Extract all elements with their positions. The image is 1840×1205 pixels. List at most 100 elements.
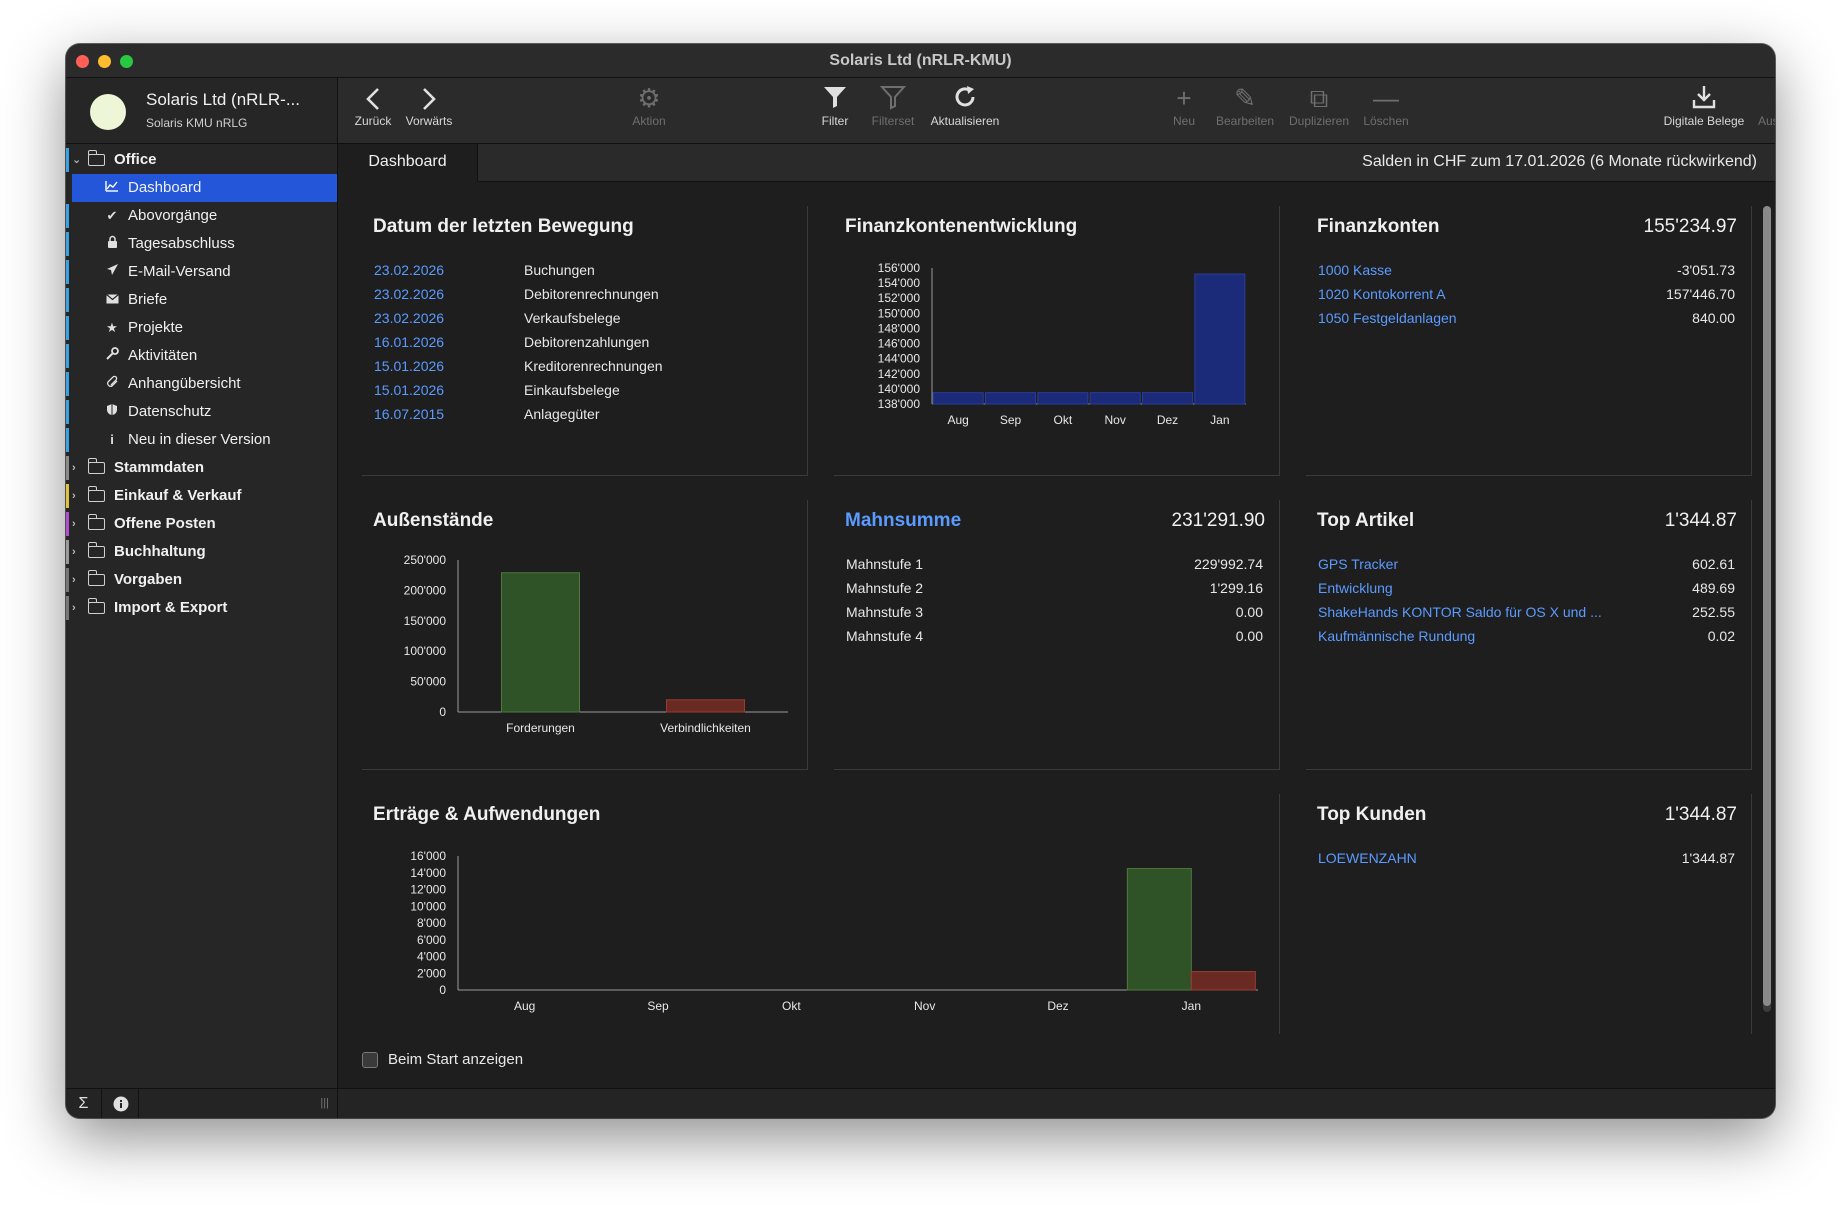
sidebar-item-anhanguebersicht[interactable]: Anhangübersicht (66, 370, 337, 398)
sidebar-item-projekte[interactable]: ★ Projekte (66, 314, 337, 342)
list-item[interactable]: 16.07.2015 Anlagegüter (374, 402, 791, 426)
action-button[interactable]: ⚙ Aktion (626, 78, 672, 144)
item-value: 0.00 (1235, 604, 1263, 620)
article-link[interactable]: Entwicklung (1318, 580, 1393, 596)
account-link[interactable]: 1020 Kontokorrent A (1318, 286, 1446, 302)
chevron-right-icon[interactable]: › (72, 602, 76, 614)
forward-label: Vorwärts (405, 114, 453, 128)
date-link[interactable]: 16.01.2026 (374, 334, 445, 350)
sidebar-group-label: Einkauf & Verkauf (114, 487, 242, 504)
chart-bar (1126, 868, 1192, 991)
list-item[interactable]: 16.01.2026 Debitorenzahlungen (374, 330, 791, 354)
date-link[interactable]: 23.02.2026 (374, 262, 445, 278)
duplicate-button[interactable]: ⧉ Duplizieren (1284, 78, 1354, 144)
customer-link[interactable]: LOEWENZAHN (1318, 850, 1417, 866)
output-button[interactable]: ➦ Ausgeben (1756, 78, 1775, 144)
back-button[interactable]: Zurück (350, 78, 396, 144)
list-item[interactable]: GPS Tracker 602.61 (1318, 552, 1735, 576)
list-item[interactable]: Entwicklung 489.69 (1318, 576, 1735, 600)
item-value: 489.69 (1692, 580, 1735, 596)
maximize-window-button[interactable] (120, 55, 133, 68)
close-window-button[interactable] (76, 55, 89, 68)
sidebar-group-stammdaten[interactable]: › Stammdaten (66, 454, 337, 482)
sigma-icon[interactable]: Σ (66, 1089, 102, 1118)
sidebar-group-offene-posten[interactable]: › Offene Posten (66, 510, 337, 538)
filter-button[interactable]: Filter (815, 78, 855, 144)
edit-button[interactable]: ✎ Bearbeiten (1210, 78, 1280, 144)
y-tick-label: 16'000 (410, 849, 446, 863)
date-link[interactable]: 15.01.2026 (374, 382, 445, 398)
account-header[interactable]: Solaris Ltd (nRLR-... Solaris KMU nRLG (66, 78, 337, 144)
list-item[interactable]: 15.01.2026 Einkaufsbelege (374, 378, 791, 402)
sidebar-item-datenschutz[interactable]: Datenschutz (66, 398, 337, 426)
date-link[interactable]: 16.07.2015 (374, 406, 445, 422)
minus-icon: — (1373, 83, 1399, 113)
list-item[interactable]: ShakeHands KONTOR Saldo für OS X und ...… (1318, 600, 1735, 624)
tab-dashboard[interactable]: Dashboard (338, 144, 478, 182)
chevron-right-icon[interactable]: › (72, 518, 76, 530)
scrollbar-thumb[interactable] (1763, 206, 1771, 1006)
filterset-button[interactable]: Filterset (868, 78, 918, 144)
chevron-right-icon (400, 78, 458, 114)
account-link[interactable]: 1000 Kasse (1318, 262, 1392, 278)
list-item[interactable]: 23.02.2026 Buchungen (374, 258, 791, 282)
sidebar-group-buchhaltung[interactable]: › Buchhaltung (66, 538, 337, 566)
date-link[interactable]: 23.02.2026 (374, 286, 445, 302)
chevron-right-icon[interactable]: › (72, 574, 76, 586)
article-link[interactable]: Kaufmännische Rundung (1318, 628, 1476, 644)
chevron-right-icon[interactable]: › (72, 546, 76, 558)
group-color-stripe (66, 568, 69, 592)
delete-button[interactable]: — Löschen (1358, 78, 1414, 144)
list-item[interactable]: Kaufmännische Rundung 0.02 (1318, 624, 1735, 648)
list-item[interactable]: 1050 Festgeldanlagen 840.00 (1318, 306, 1735, 330)
sidebar-item-aktivitaeten[interactable]: Aktivitäten (66, 342, 337, 370)
panel-title-link[interactable]: Mahnsumme (845, 510, 962, 531)
date-link[interactable]: 23.02.2026 (374, 310, 445, 326)
sidebar-item-tagesabschluss[interactable]: Tagesabschluss (66, 230, 337, 258)
account-link[interactable]: 1050 Festgeldanlagen (1318, 310, 1457, 326)
show-on-start-checkbox[interactable] (362, 1052, 378, 1068)
list-item[interactable]: LOEWENZAHN 1'344.87 (1318, 846, 1735, 870)
sidebar-item-email-versand[interactable]: E-Mail-Versand (66, 258, 337, 286)
y-tick-label: 148'000 (878, 321, 921, 335)
item-value: 0.00 (1235, 628, 1263, 644)
list-item[interactable]: 15.01.2026 Kreditorenrechnungen (374, 354, 791, 378)
list-item[interactable]: 23.02.2026 Verkaufsbelege (374, 306, 791, 330)
sidebar-group-vorgaben[interactable]: › Vorgaben (66, 566, 337, 594)
chart-bar (666, 699, 745, 713)
x-tick-label: Dez (1047, 999, 1068, 1013)
funnel-icon (815, 78, 855, 114)
sidebar-item-neu-in-dieser-version[interactable]: i Neu in dieser Version (66, 426, 337, 454)
sidebar-item-abovorgaenge[interactable]: ✔ Abovorgänge (66, 202, 337, 230)
item-label: Debitorenzahlungen (524, 334, 650, 350)
sidebar-item-label: Briefe (128, 291, 168, 308)
list-item[interactable]: 1000 Kasse -3'051.73 (1318, 258, 1735, 282)
info-icon[interactable] (103, 1089, 139, 1118)
chart-icon (104, 174, 120, 202)
forward-button[interactable]: Vorwärts (400, 78, 458, 144)
sidebar-group-import-export[interactable]: › Import & Export (66, 594, 337, 622)
article-link[interactable]: ShakeHands KONTOR Saldo für OS X und ... (1318, 604, 1602, 620)
group-color-stripe (66, 456, 69, 480)
minimize-window-button[interactable] (98, 55, 111, 68)
list-item[interactable]: 1020 Kontokorrent A 157'446.70 (1318, 282, 1735, 306)
y-tick-label: 150'000 (878, 306, 921, 320)
chevron-right-icon[interactable]: › (72, 490, 76, 502)
new-button[interactable]: + Neu (1166, 78, 1202, 144)
y-tick-label: 6'000 (417, 933, 446, 947)
date-link[interactable]: 15.01.2026 (374, 358, 445, 374)
list-item[interactable]: 23.02.2026 Debitorenrechnungen (374, 282, 791, 306)
resize-grip-icon[interactable]: ||| (320, 1097, 329, 1109)
digital-receipts-button[interactable]: Digitale Belege (1656, 78, 1752, 144)
sidebar-item-briefe[interactable]: Briefe (66, 286, 337, 314)
sidebar-item-dashboard[interactable]: Dashboard (72, 174, 337, 202)
sidebar-group-office[interactable]: ⌄ Office (66, 146, 337, 174)
refresh-button[interactable]: Aktualisieren (922, 78, 1008, 144)
filterset-label: Filterset (871, 114, 915, 128)
article-link[interactable]: GPS Tracker (1318, 556, 1399, 572)
sidebar-group-einkauf-verkauf[interactable]: › Einkauf & Verkauf (66, 482, 337, 510)
chevron-down-icon[interactable]: ⌄ (72, 154, 82, 166)
chevron-right-icon[interactable]: › (72, 462, 76, 474)
panel-title: Top Artikel (1317, 510, 1415, 531)
vertical-scrollbar[interactable] (1763, 206, 1771, 1012)
